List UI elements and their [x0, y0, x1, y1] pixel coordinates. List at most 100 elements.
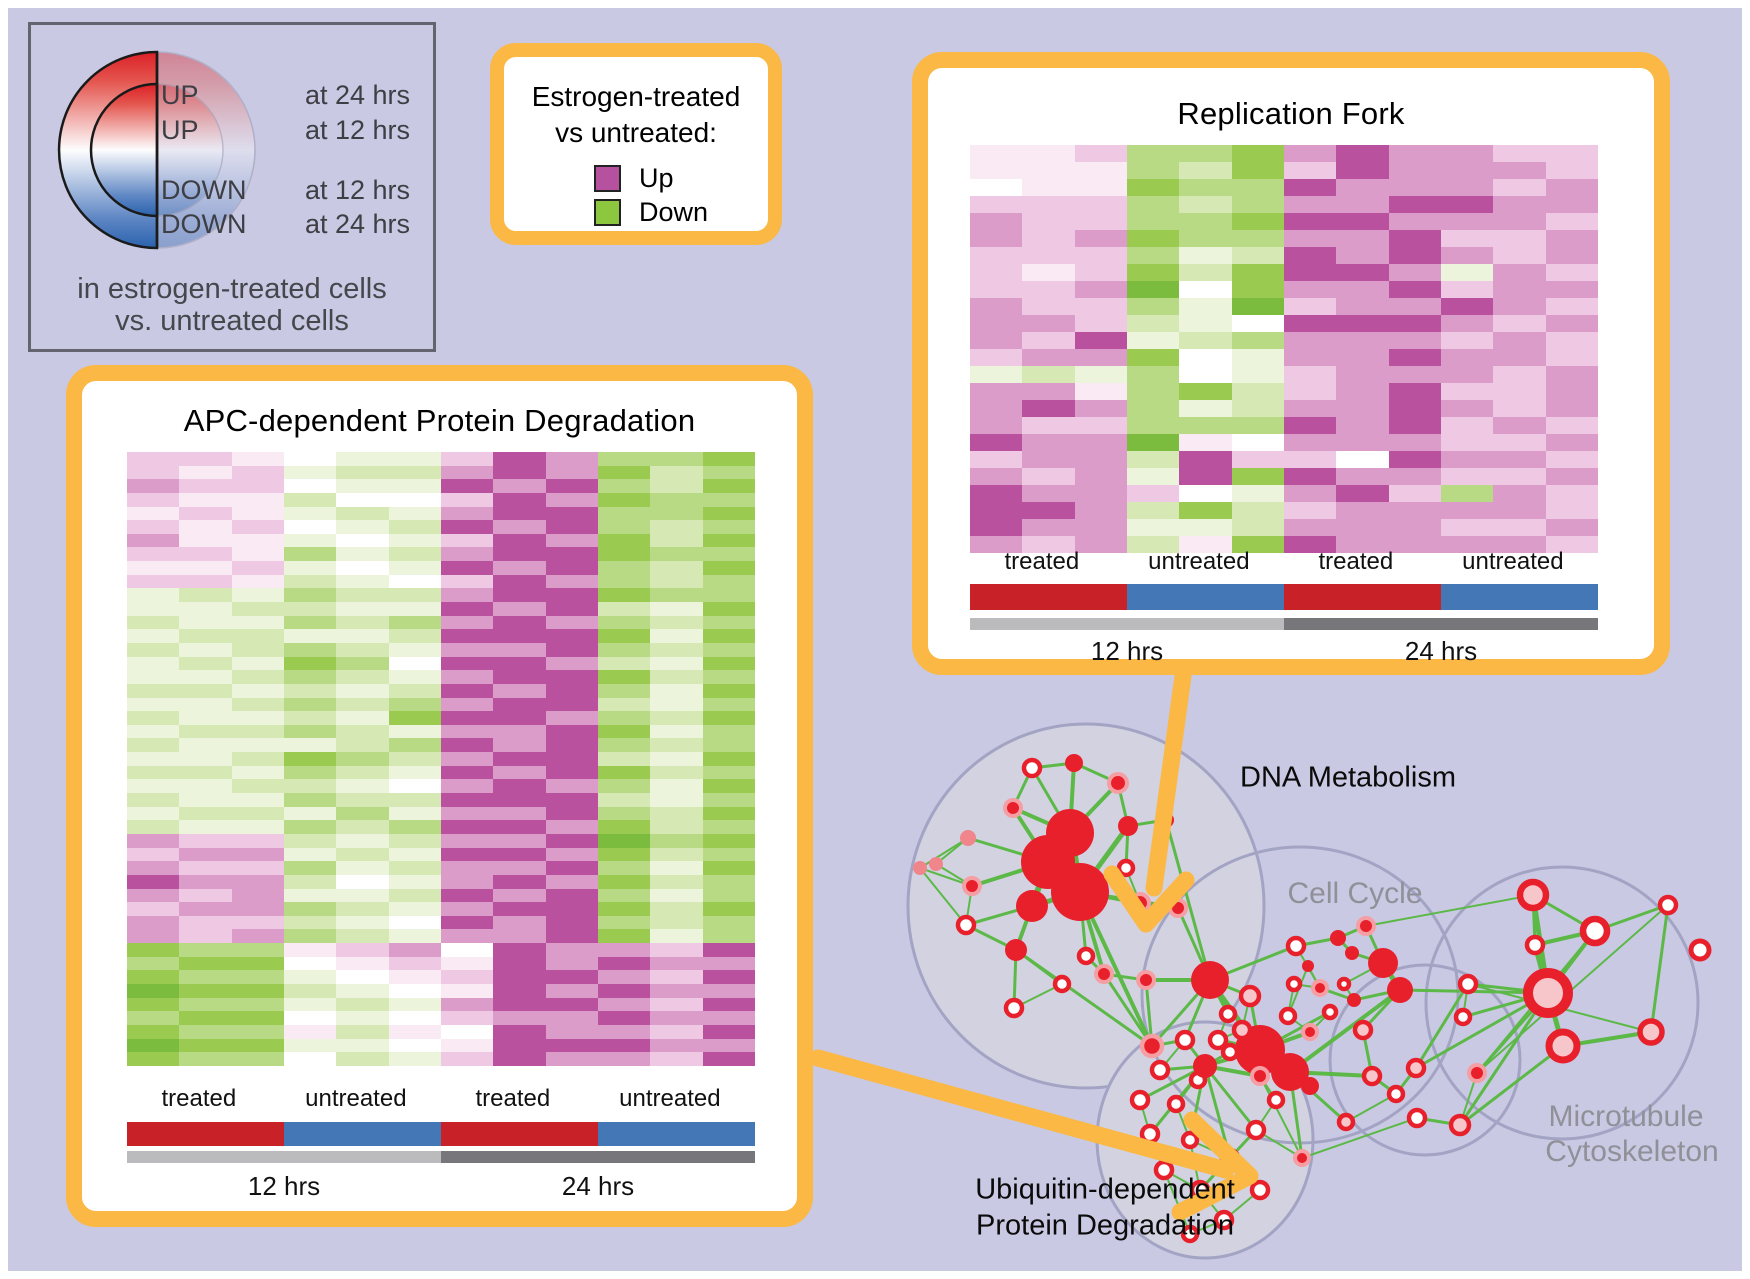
heatmap-cell: [1283, 213, 1337, 230]
heatmap-cell: [1283, 383, 1337, 400]
heatmap-cell: [1283, 298, 1337, 315]
heatmap-cell: [1493, 315, 1546, 332]
heatmap-cell: [231, 683, 284, 698]
heatmap-cell: [702, 629, 755, 643]
heatmap-cell: [1388, 281, 1441, 298]
heatmap-cell: [440, 520, 494, 534]
heatmap-cell: [970, 519, 1023, 536]
heatmap-cell: [650, 602, 703, 616]
heatmap-cell: [970, 298, 1023, 315]
heatmap-row: [970, 162, 1598, 179]
heatmap-cell: [1022, 383, 1075, 400]
heatmap-cell: [1074, 451, 1127, 468]
rf-timepoint-labels: 12 hrs 24 hrs: [970, 636, 1598, 667]
heatmap-cell: [545, 574, 598, 589]
heatmap-cell: [388, 847, 441, 862]
heatmap-row: [127, 820, 755, 834]
heatmap-row: [970, 366, 1598, 383]
heatmap-cell: [650, 861, 703, 875]
heatmap-cell: [336, 642, 389, 657]
heatmap-cell: [493, 670, 546, 684]
heatmap-cell: [1440, 281, 1494, 298]
heatmap-cell: [1493, 366, 1546, 383]
heatmap-cell: [1493, 332, 1546, 349]
heatmap-cell: [283, 779, 337, 794]
heatmap-row: [127, 752, 755, 766]
heatmap-row: [127, 1038, 755, 1053]
heatmap-cell: [1440, 417, 1494, 434]
heatmap-cell: [597, 629, 651, 643]
heatmap-cell: [179, 697, 232, 712]
network-node: [1448, 1113, 1472, 1137]
heatmap-cell: [1283, 264, 1337, 281]
heatmap-cell: [127, 547, 180, 562]
network-node: [1301, 1023, 1319, 1041]
heatmap-cell: [1179, 145, 1232, 162]
heatmap-cell: [1022, 485, 1075, 502]
heatmap-cell: [597, 793, 651, 807]
heatmap-cell: [1126, 213, 1180, 230]
heatmap-cell: [127, 929, 180, 944]
heatmap-cell: [179, 874, 232, 889]
heatmap-cell: [440, 656, 494, 671]
heatmap-cell: [283, 902, 337, 916]
heatmap-cell: [336, 670, 389, 684]
heatmap-cell: [231, 615, 284, 630]
heatmap-cell: [440, 711, 494, 725]
heatmap-cell: [597, 847, 651, 862]
heatmap-cell: [1231, 349, 1284, 366]
untreated-bar: [1127, 584, 1284, 610]
heatmap-cell: [597, 820, 651, 834]
heatmap-cell: [1336, 179, 1389, 196]
heatmap-cell: [440, 806, 494, 821]
heatmap-cell: [388, 574, 441, 589]
heatmap-cell: [440, 983, 494, 998]
heatmap-cell: [127, 574, 180, 589]
heatmap-cell: [1022, 162, 1075, 179]
network-node: [1347, 993, 1361, 1007]
heatmap-cell: [1388, 451, 1441, 468]
network-node: [1193, 1054, 1217, 1078]
heatmap-cell: [1179, 332, 1232, 349]
network-node: [1293, 1149, 1311, 1167]
heatmap-cell: [597, 997, 651, 1012]
network-edge: [1259, 1075, 1303, 1159]
heatmap-cell: [127, 738, 180, 753]
heatmap-cell: [231, 452, 284, 466]
heatmap-cell: [545, 915, 598, 930]
heatmap-cell: [1179, 179, 1232, 196]
heatmap-row: [127, 561, 755, 575]
network-node: [1180, 1130, 1200, 1150]
replication-fork-heatmap-panel: Replication Fork treated untreated treated…: [912, 52, 1670, 675]
heatmap-cell: [336, 520, 389, 534]
network-node: [1005, 939, 1027, 961]
heatmap-cell: [336, 492, 389, 507]
heatmap-cell: [283, 820, 337, 834]
heatmap-row: [970, 468, 1598, 485]
heatmap-cell: [650, 983, 703, 998]
heatmap-cell: [231, 847, 284, 862]
heatmap-cell: [1231, 281, 1284, 298]
heatmap-cell: [597, 983, 651, 998]
network-edge: [919, 837, 969, 869]
heatmap-cell: [283, 915, 337, 930]
heatmap-cell: [179, 806, 232, 821]
heatmap-cell: [493, 779, 546, 794]
network-node: [1166, 1094, 1186, 1114]
timepoint-label: 12 hrs: [247, 1171, 321, 1201]
heatmap-row: [127, 997, 755, 1012]
heatmap-cell: [179, 793, 232, 807]
heatmap-cell: [179, 738, 232, 753]
heatmap-cell: [179, 506, 232, 521]
heatmap-cell: [283, 752, 337, 766]
rf-heatmap: [970, 145, 1598, 553]
network-node: [1207, 1029, 1229, 1051]
network-node: [1106, 771, 1130, 795]
heatmap-cell: [1493, 145, 1546, 162]
network-node: [1245, 1119, 1267, 1141]
heatmap-cell: [545, 547, 598, 562]
heatmap-row: [127, 683, 755, 698]
cluster-label-dna-metabolism: DNA Metabolism: [1240, 761, 1456, 794]
heatmap-cell: [388, 642, 441, 657]
heatmap-cell: [1179, 349, 1232, 366]
